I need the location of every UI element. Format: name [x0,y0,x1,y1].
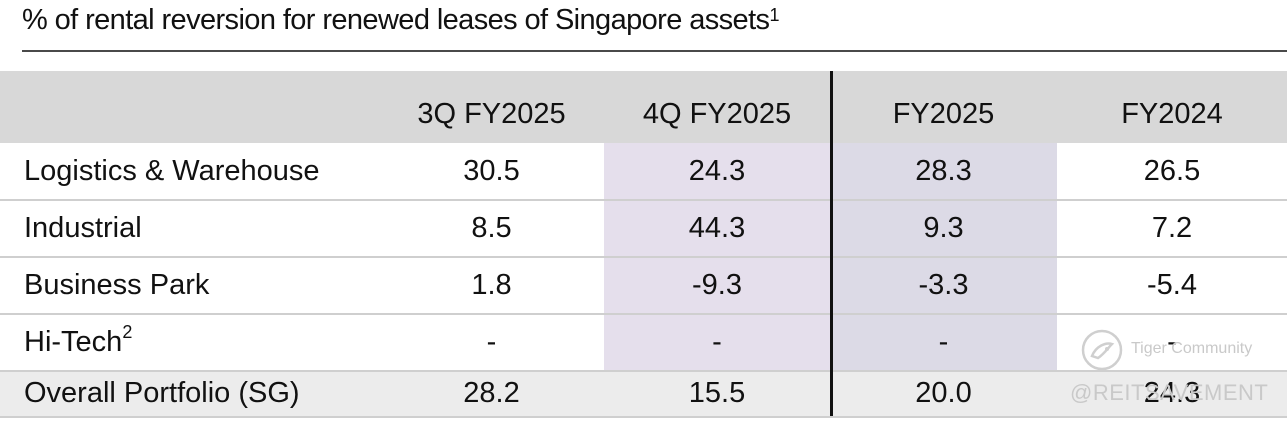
grid-line-2 [0,256,1287,258]
table-title: % of rental reversion for renewed leases… [22,4,779,37]
row-label-text: Overall Portfolio (SG) [24,377,300,409]
table-cell: 24.3 [688,155,746,187]
title-rule [22,50,1287,52]
title-footnote: 1 [769,5,779,25]
table-cell: 8.5 [471,212,512,244]
row-label: Logistics & Warehouse [0,143,379,200]
grid-line-3 [0,313,1287,315]
table-cell: - [1167,326,1177,358]
column-header: FY2024 [1121,97,1223,130]
table-cell: -3.3 [918,269,969,301]
table-cell: -5.4 [1147,269,1197,301]
row-label-text: Business Park [24,269,210,301]
table-cell: 20.0 [915,377,972,409]
grid-line-1 [0,199,1287,201]
table-cell: 15.5 [688,377,746,409]
watermark-name: Tiger Community [1131,340,1253,357]
tiger-community-logo-icon [1081,329,1123,371]
row-label-text: Industrial [24,212,142,244]
table-cell: 9.3 [923,212,964,244]
table-cell: 28.2 [463,377,520,409]
watermark-handle: @REITSAVEMENT [1070,380,1269,405]
row-label-text: Logistics & Warehouse [24,155,320,187]
row-label: Industrial [0,200,379,257]
rental-reversion-table: 3Q FY2025 4Q FY2025 FY2025 FY2024 Logistics … [0,71,1287,419]
grid-line-bottom [0,416,1287,418]
table-cell: 44.3 [688,212,746,244]
table-cell: - [938,326,949,358]
column-header: 3Q FY2025 [417,97,566,130]
grid-line-4 [0,370,1287,372]
header-row-background [0,71,1287,143]
column-header: 4Q FY2025 [642,97,792,130]
table-cell: 1.8 [471,269,512,301]
table-cell: - [486,326,497,358]
table-title-text: % of rental reversion for renewed leases… [22,4,770,36]
total-row-background [0,371,1287,416]
row-label: Overall Portfolio (SG) [0,371,379,416]
table-cell: 28.3 [915,155,972,187]
column-header: FY2025 [892,97,995,130]
row-label: Hi-Tech 2 [0,314,379,371]
row-label: Business Park [0,257,379,314]
row-label-footnote: 2 [122,322,133,342]
fy-divider-line [830,71,833,416]
table-cell: 24.3 [1143,377,1201,409]
table-cell: 30.5 [463,155,520,187]
table-cell: 7.2 [1151,212,1193,244]
row-label-text: Hi-Tech [24,326,123,358]
table-cell: 26.5 [1143,155,1201,187]
table-cell: - [712,326,722,358]
table-cell: -9.3 [692,269,742,301]
